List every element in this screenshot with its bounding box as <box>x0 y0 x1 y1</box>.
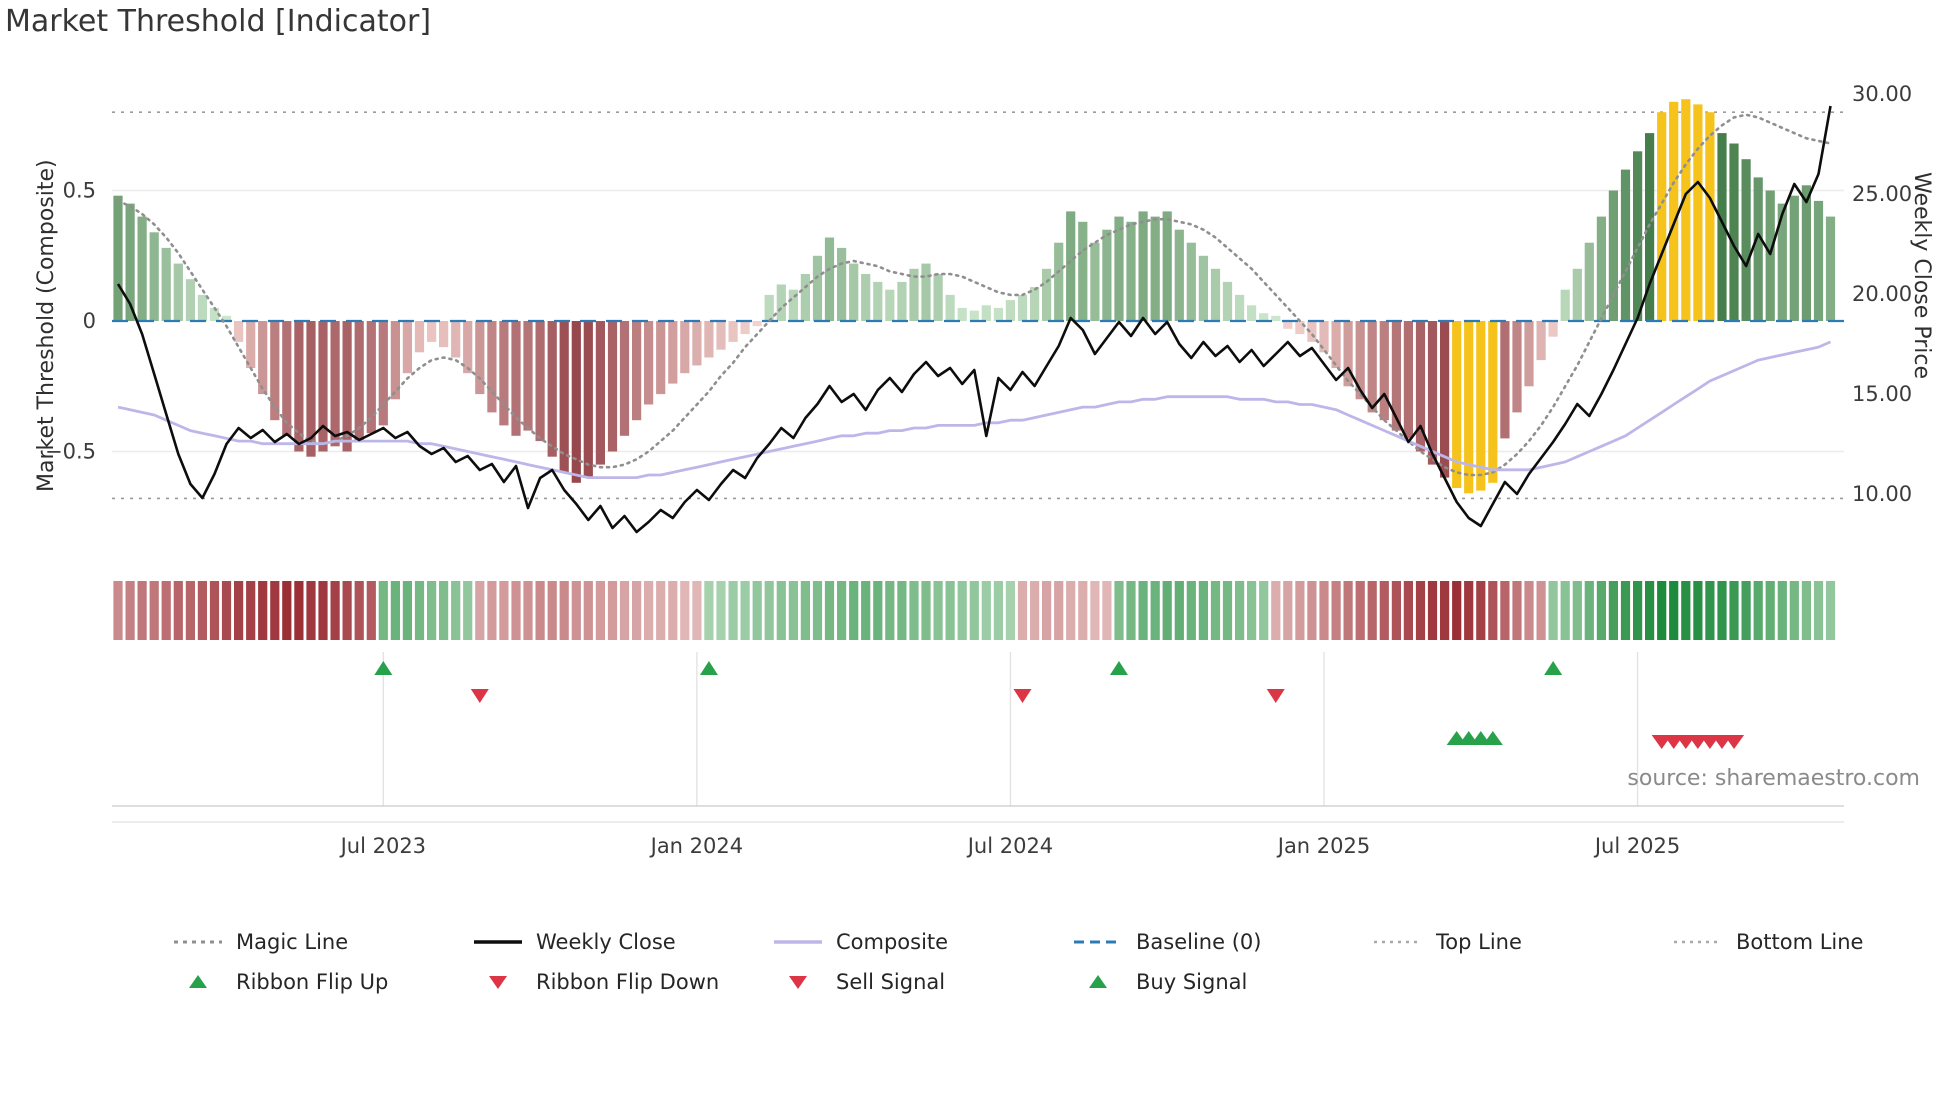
ribbon-flip-up-markers <box>374 661 1563 675</box>
legend-item-weekly-close: Weekly Close <box>470 922 770 962</box>
legend-row-1: Magic Line Weekly Close Composite Baseli… <box>170 922 1960 962</box>
svg-text:10.00: 10.00 <box>1852 482 1912 506</box>
right-axis-tick-labels: 30.00 25.00 20.00 15.00 10.00 <box>1852 82 1912 506</box>
composite-sample-icon <box>774 940 822 944</box>
ribbon-flip-up-icon <box>189 975 207 988</box>
composite-line <box>117 340 1832 479</box>
x-axis-tick-labels: Jul 2023 Jan 2024 Jul 2024 Jan 2025 Jul 2025 <box>339 834 1681 858</box>
svg-text:15.00: 15.00 <box>1852 382 1912 406</box>
svg-text:25.00: 25.00 <box>1852 182 1912 206</box>
legend-item-magic-line: Magic Line <box>170 922 470 962</box>
sell-signal-markers <box>1651 735 1745 749</box>
buy-signal-icon <box>1089 975 1107 988</box>
svg-text:30.00: 30.00 <box>1852 82 1912 106</box>
weekly-close-sample-icon <box>474 940 522 944</box>
indicator-chart: 0.5 0 −0.5 30.00 25.00 20.00 15.00 10.00 Jul 202… <box>45 82 1912 858</box>
threshold-lines <box>112 111 1844 500</box>
svg-text:Jul 2024: Jul 2024 <box>966 834 1053 858</box>
magic-line <box>116 113 1832 477</box>
ribbon-flip-down-icon <box>489 976 507 989</box>
svg-text:Jan 2024: Jan 2024 <box>649 834 744 858</box>
legend: Magic Line Weekly Close Composite Baseli… <box>170 922 1960 1002</box>
legend-item-ribbon-flip-up: Ribbon Flip Up <box>170 962 470 1002</box>
bottom-line-sample-icon <box>1674 940 1722 944</box>
top-line-sample-icon <box>1374 940 1422 944</box>
legend-item-sell-signal: Sell Signal <box>770 962 1070 1002</box>
svg-text:−0.5: −0.5 <box>45 440 96 464</box>
signal-pane-gridlines <box>112 652 1844 823</box>
svg-text:20.00: 20.00 <box>1852 282 1912 306</box>
legend-item-top-line: Top Line <box>1370 922 1670 962</box>
legend-row-2: Ribbon Flip Up Ribbon Flip Down Sell Sig… <box>170 962 1960 1002</box>
source-label: source: sharemaestro.com <box>1627 766 1920 791</box>
svg-text:0.5: 0.5 <box>63 179 96 203</box>
svg-text:Jul 2025: Jul 2025 <box>1593 834 1680 858</box>
ribbon-flip-down-markers <box>470 689 1285 703</box>
baseline-sample-icon <box>1074 940 1122 944</box>
chart-title: Market Threshold [Indicator] <box>5 4 432 39</box>
left-axis-tick-labels: 0.5 0 −0.5 <box>45 179 96 464</box>
legend-item-buy-signal: Buy Signal <box>1070 962 1370 1002</box>
buy-signal-markers <box>1446 731 1503 745</box>
legend-item-bottom-line: Bottom Line <box>1670 922 1960 962</box>
threshold-bars <box>113 99 1836 494</box>
legend-item-composite: Composite <box>770 922 1070 962</box>
svg-text:0: 0 <box>83 309 96 333</box>
svg-text:Jan 2025: Jan 2025 <box>1276 834 1371 858</box>
weekly-close-line <box>116 105 1832 534</box>
legend-item-baseline: Baseline (0) <box>1070 922 1370 962</box>
ribbon-strip <box>113 581 1836 640</box>
svg-text:Jul 2023: Jul 2023 <box>339 834 426 858</box>
magic-line-sample-icon <box>174 940 222 944</box>
sell-signal-icon <box>789 976 807 989</box>
main-gridlines <box>112 189 1844 453</box>
legend-item-ribbon-flip-down: Ribbon Flip Down <box>470 962 770 1002</box>
